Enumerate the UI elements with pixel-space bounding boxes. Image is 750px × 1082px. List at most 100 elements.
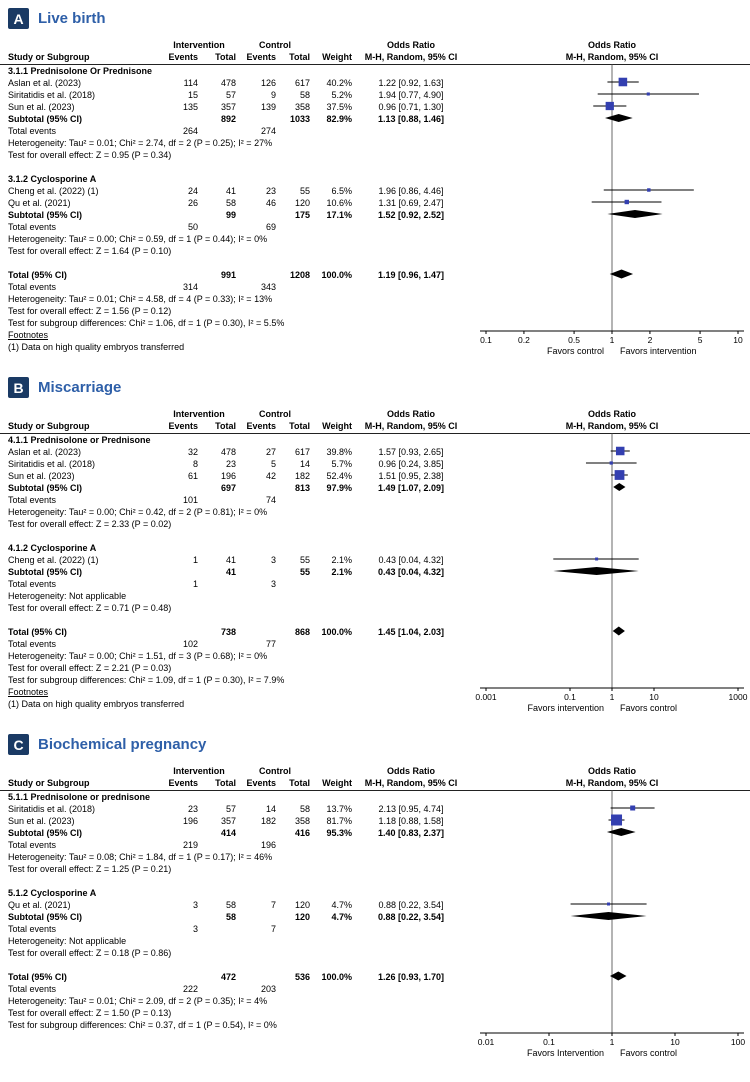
- cell-intervention-events: 222: [182, 984, 198, 994]
- cell-odds-ratio-ci: 0.88 [0.22, 3.54]: [378, 900, 444, 910]
- cell-label: 3.1.2 Cyclosporine A: [8, 174, 97, 184]
- footnote-row: Footnotes: [0, 329, 750, 341]
- axis-tick-label: 10: [649, 692, 659, 702]
- subtotal-diamond: [613, 483, 626, 491]
- cell-intervention-events: 23: [187, 804, 198, 814]
- col-method-plot: M-H, Random, 95% CI: [565, 52, 659, 62]
- favors-right-label: Favors control: [620, 703, 677, 713]
- study-row: Sun et al. (2023) 135 357 139 358 37.5% 0.96 […: [0, 101, 750, 113]
- cell-weight: 4.7%: [331, 900, 352, 910]
- cell-weight: 5.2%: [331, 90, 352, 100]
- subtotal-row: Subtotal (95% CI) 414 416 95.3% 1.40 [0.83, …: [0, 827, 750, 839]
- col-odds-ratio-plot: Odds Ratio: [587, 409, 636, 419]
- cell-odds-ratio-ci: 1.18 [0.88, 1.58]: [378, 816, 444, 826]
- cell-intervention-total: 478: [220, 78, 236, 88]
- axis-tick-label: 0.2: [518, 335, 530, 345]
- note-row: Test for overall effect: Z = 0.71 (P = 0…: [0, 602, 750, 614]
- note-row: Test for overall effect: Z = 1.64 (P = 0…: [0, 245, 750, 257]
- cell-label: Test for overall effect: Z = 1.50 (P = 0…: [8, 1008, 172, 1018]
- cell-control-total: 1208: [289, 270, 310, 280]
- note-row: Heterogeneity: Tau² = 0.01; Chi² = 4.58,…: [0, 293, 750, 305]
- cell-label: Sun et al. (2023): [8, 102, 75, 112]
- cell-label: Total events: [8, 924, 57, 934]
- table-body: 3.1.1 Prednisolone Or Prednisone Aslan et…: [0, 65, 750, 353]
- cell-label: Total events: [8, 282, 57, 292]
- subtotal-row: Subtotal (95% CI) 697 813 97.9% 1.49 [1.07, …: [0, 482, 750, 494]
- forest-plot-live-birth: Intervention Control Odds Ratio Odds Ratio S…: [0, 39, 750, 363]
- col-method-text: M-H, Random, 95% CI: [364, 421, 458, 431]
- cell-label: Siritatidis et al. (2018): [8, 90, 96, 100]
- cell-intervention-events: 196: [182, 816, 198, 826]
- cell-intervention-total: 357: [220, 102, 236, 112]
- cell-label: Siritatidis et al. (2018): [8, 459, 96, 469]
- cell-intervention-events: 219: [182, 840, 198, 850]
- cell-label: Heterogeneity: Not applicable: [8, 591, 127, 601]
- axis-tick-label: 0.1: [480, 335, 492, 345]
- subtotal-row: Subtotal (95% CI) 99 175 17.1% 1.52 [0.92, 2…: [0, 209, 750, 221]
- study-row: Siritatidis et al. (2018) 23 57 14 58 13.7% 2.…: [0, 803, 750, 815]
- cell-odds-ratio-ci: 2.13 [0.95, 4.74]: [378, 804, 444, 814]
- forest-plot-biochemical-pregnancy: Intervention Control Odds Ratio Odds Ratio S…: [0, 765, 750, 1058]
- cell-label: Subtotal (95% CI): [8, 567, 83, 577]
- col-study-or-subgroup: Study or Subgroup: [8, 778, 90, 788]
- cell-control-events: 3: [270, 555, 276, 565]
- col-control-group: Control: [259, 40, 291, 50]
- cell-control-events: 23: [265, 186, 276, 196]
- panel-badge-a: A: [8, 8, 29, 29]
- subgroup-row: 5.1.1 Prednisolone or prednisone: [0, 791, 750, 803]
- cell-weight: 6.5%: [331, 186, 352, 196]
- events-row: Total events 102 77: [0, 638, 750, 650]
- cell-odds-ratio-ci: 1.49 [1.07, 2.09]: [377, 483, 445, 493]
- cell-label: Test for overall effect: Z = 0.95 (P = 0…: [8, 150, 172, 160]
- panel-biochemical-pregnancy: C Biochemical pregnancy Intervention Cont…: [0, 734, 750, 1058]
- col-weight: Weight: [322, 778, 352, 788]
- col-study-or-subgroup: Study or Subgroup: [8, 52, 90, 62]
- events-row: Total events 3 7: [0, 923, 750, 935]
- col-method-text: M-H, Random, 95% CI: [364, 778, 458, 788]
- cell-control-events: 196: [260, 840, 276, 850]
- cell-label: Test for subgroup differences: Chi² = 1.…: [8, 318, 285, 328]
- total-row: Total (95% CI) 472 536 100.0% 1.26 [0.93, 1.…: [0, 971, 750, 983]
- axis-tick-label: 10: [670, 1037, 680, 1047]
- cell-intervention-events: 8: [192, 459, 198, 469]
- cell-intervention-events: 61: [187, 471, 198, 481]
- note-row: Test for overall effect: Z = 0.18 (P = 0…: [0, 947, 750, 959]
- favors-right-label: Favors intervention: [620, 346, 697, 356]
- axis-tick-label: 0.01: [478, 1037, 495, 1047]
- cell-intervention-total: 478: [220, 447, 236, 457]
- cell-intervention-total: 58: [225, 198, 236, 208]
- cell-control-total: 55: [299, 186, 310, 196]
- cell-control-events: 9: [270, 90, 276, 100]
- note-row: Heterogeneity: Tau² = 0.00; Chi² = 0.42,…: [0, 506, 750, 518]
- cell-odds-ratio-ci: 1.52 [0.92, 2.52]: [377, 210, 445, 220]
- cell-label: Cheng et al. (2022) (1): [8, 186, 99, 196]
- note-row: Test for subgroup differences: Chi² = 1.…: [0, 674, 750, 686]
- cell-intervention-total: 58: [225, 912, 236, 922]
- effect-marker: [614, 470, 625, 480]
- cell-label: 5.1.2 Cyclosporine A: [8, 888, 97, 898]
- cell-label: Test for subgroup differences: Chi² = 0.…: [8, 1020, 277, 1030]
- footnote-text: (1) Data on high quality embryos transfe…: [8, 342, 185, 352]
- cell-label: Heterogeneity: Tau² = 0.08; Chi² = 1.84,…: [8, 852, 273, 862]
- cell-label: Heterogeneity: Tau² = 0.01; Chi² = 2.74,…: [8, 138, 273, 148]
- cell-label: 4.1.1 Prednisolone or Prednisone: [8, 435, 151, 445]
- col-control-events: Events: [246, 52, 276, 62]
- col-intervention-events: Events: [168, 778, 198, 788]
- panel-title-b: Miscarriage: [38, 379, 122, 396]
- col-intervention-total: Total: [215, 421, 236, 431]
- cell-weight: 100.0%: [321, 270, 352, 280]
- cell-control-events: 42: [265, 471, 276, 481]
- subgroup-row: 5.1.2 Cyclosporine A: [0, 887, 750, 899]
- col-intervention-events: Events: [168, 52, 198, 62]
- cell-weight: 40.2%: [326, 78, 352, 88]
- col-control-total: Total: [289, 778, 310, 788]
- study-row: Cheng et al. (2022) (1) 1 41 3 55 2.1% 0.43 [0…: [0, 554, 750, 566]
- cell-control-total: 536: [294, 972, 310, 982]
- cell-weight: 17.1%: [326, 210, 352, 220]
- col-odds-ratio-text: Odds Ratio: [386, 766, 435, 776]
- cell-label: Test for overall effect: Z = 0.18 (P = 0…: [8, 948, 172, 958]
- panel-header-c: C Biochemical pregnancy: [8, 734, 750, 755]
- col-odds-ratio-plot: Odds Ratio: [587, 766, 636, 776]
- cell-label: Total events: [8, 495, 57, 505]
- subgroup-row: 3.1.2 Cyclosporine A: [0, 173, 750, 185]
